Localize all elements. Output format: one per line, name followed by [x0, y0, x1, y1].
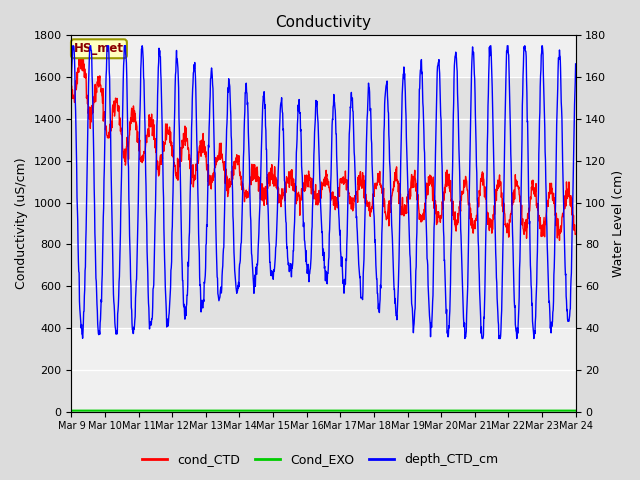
- Y-axis label: Water Level (cm): Water Level (cm): [612, 170, 625, 277]
- Text: HS_met: HS_met: [74, 42, 124, 55]
- Bar: [72, 77, 575, 328]
- Legend: cond_CTD, Cond_EXO, depth_CTD_cm: cond_CTD, Cond_EXO, depth_CTD_cm: [137, 448, 503, 471]
- Title: Conductivity: Conductivity: [275, 15, 371, 30]
- Y-axis label: Conductivity (uS/cm): Conductivity (uS/cm): [15, 158, 28, 289]
